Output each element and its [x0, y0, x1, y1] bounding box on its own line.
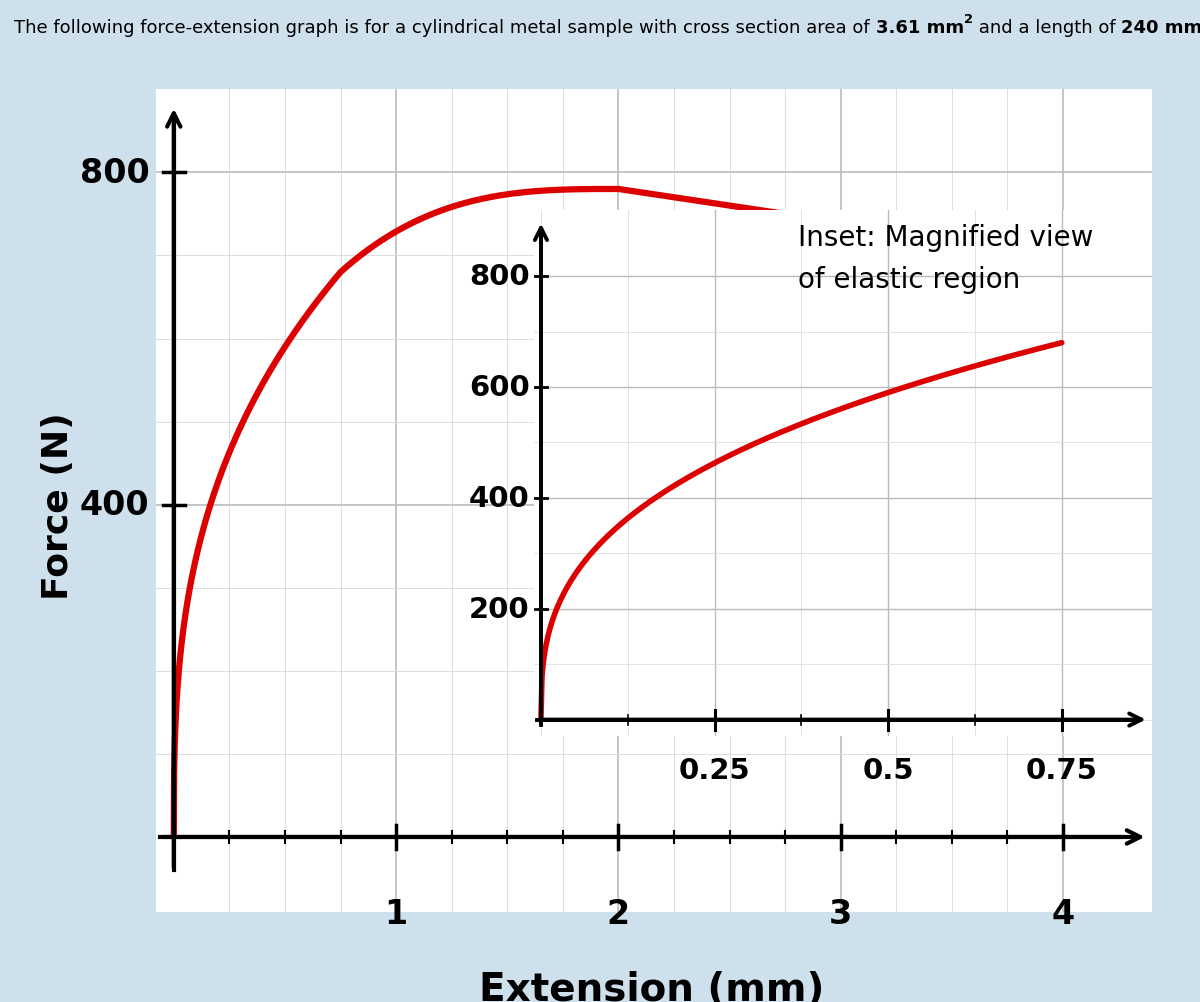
- Text: 3.61 mm: 3.61 mm: [876, 19, 964, 37]
- Text: 0.75: 0.75: [1026, 756, 1098, 784]
- Text: 600: 600: [469, 374, 530, 402]
- Text: 2: 2: [964, 13, 973, 26]
- Text: 800: 800: [469, 263, 530, 291]
- Text: 240 mm: 240 mm: [1121, 19, 1200, 37]
- Text: 200: 200: [469, 595, 530, 623]
- Text: 2: 2: [607, 897, 630, 930]
- Text: Extension (mm): Extension (mm): [479, 970, 824, 1002]
- Text: of elastic region: of elastic region: [798, 266, 1020, 294]
- Text: 800: 800: [79, 156, 149, 189]
- Text: Force (N): Force (N): [41, 412, 76, 599]
- Text: 400: 400: [79, 489, 149, 522]
- Text: Inset: Magnified view: Inset: Magnified view: [798, 224, 1093, 253]
- Text: and a length of: and a length of: [973, 19, 1121, 37]
- Text: 1: 1: [384, 897, 408, 930]
- Text: The following force-extension graph is for a cylindrical metal sample with cross: The following force-extension graph is f…: [14, 19, 876, 37]
- Text: 400: 400: [469, 484, 530, 512]
- Text: 0.25: 0.25: [679, 756, 750, 784]
- Text: 3: 3: [829, 897, 852, 930]
- Text: 4: 4: [1051, 897, 1075, 930]
- Text: 0.5: 0.5: [863, 756, 914, 784]
